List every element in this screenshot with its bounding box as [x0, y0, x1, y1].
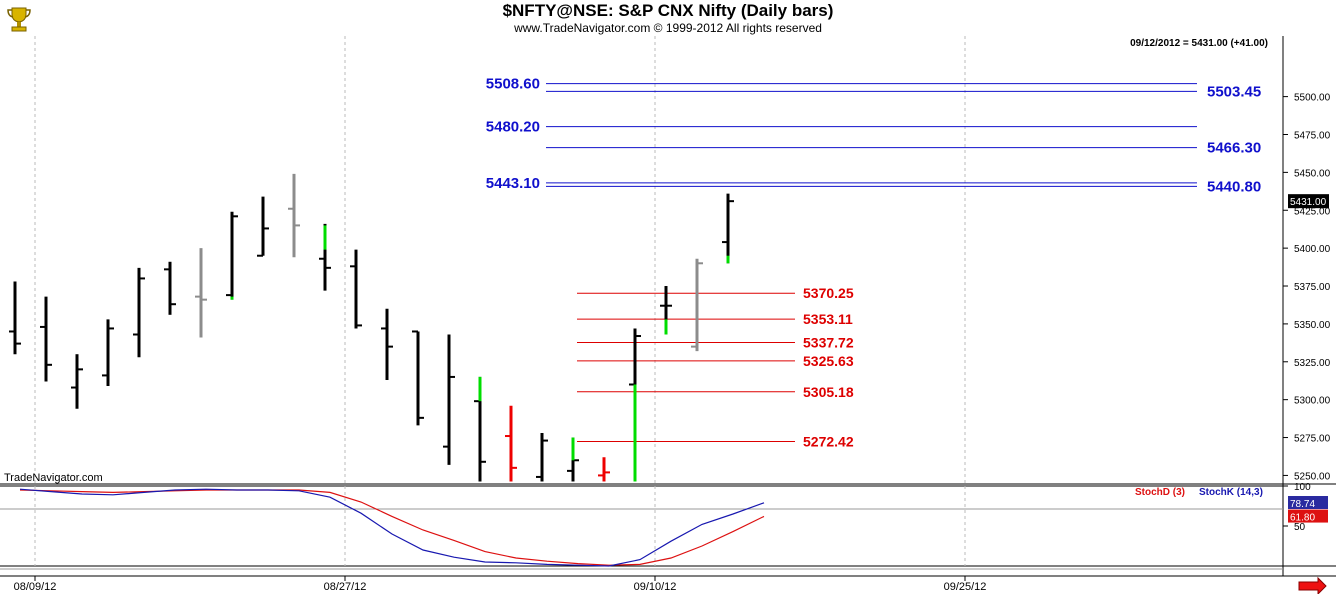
y-tick-label: 5450.00: [1294, 168, 1331, 179]
stoch-d-line: [19, 489, 765, 566]
stoch-k-last-label: 78.74: [1290, 499, 1315, 510]
y-tick-label: 5375.00: [1294, 282, 1331, 293]
trophy-icon: [4, 4, 34, 34]
x-tick-label: 09/10/12: [634, 581, 677, 593]
y-tick-label: 5275.00: [1294, 434, 1331, 445]
last-price-label: 5431.00: [1290, 197, 1327, 208]
fib-level-label: 5370.25: [803, 285, 854, 301]
right-arrow-icon[interactable]: [1298, 576, 1327, 594]
stoch-d-last-label: 61.80: [1290, 513, 1315, 524]
fib-level-label: 5305.18: [803, 384, 854, 400]
stoch-d-last-marker: [1288, 509, 1328, 523]
y-tick-label: 100: [1294, 482, 1311, 493]
y-tick-label: 5500.00: [1294, 93, 1331, 104]
y-tick-label: 5325.00: [1294, 358, 1331, 369]
x-tick-label: 09/25/12: [944, 581, 987, 593]
fib-level-label: 5353.11: [803, 311, 853, 327]
chart-header: $NFTY@NSE: S&P CNX Nifty (Daily bars) ww…: [0, 0, 1336, 36]
stoch-k-line: [19, 488, 765, 567]
stoch-k-last-marker: [1288, 496, 1328, 510]
fib-level-label: 5440.80: [1207, 178, 1261, 195]
y-tick-label: 5300.00: [1294, 396, 1331, 407]
chart-title: $NFTY@NSE: S&P CNX Nifty (Daily bars): [502, 1, 834, 20]
fib-level-label: 5272.42: [803, 433, 854, 449]
fib-level-label: 5508.60: [486, 76, 540, 93]
copyright-text: www.TradeNavigator.com © 1999-2012 All r…: [514, 21, 822, 35]
last-price-marker: [1288, 194, 1329, 209]
watermark-text: TradeNavigator.com: [4, 472, 103, 484]
y-tick-label: 5475.00: [1294, 130, 1331, 141]
fib-level-label: 5443.10: [486, 175, 540, 192]
fib-level-label: 5480.20: [486, 119, 540, 136]
y-tick-label: 50: [1294, 522, 1306, 533]
fib-level-label: 5325.63: [803, 353, 854, 369]
fib-level-label: 5337.72: [803, 335, 854, 351]
y-tick-label: 5250.00: [1294, 471, 1331, 482]
fib-level-label: 5466.30: [1207, 140, 1261, 157]
x-tick-label: 08/27/12: [324, 581, 367, 593]
legend-stoch-k: StochK (14,3): [1199, 487, 1263, 498]
legend-stoch-d: StochD (3): [1135, 487, 1185, 498]
y-tick-label: 5400.00: [1294, 244, 1331, 255]
y-tick-label: 5350.00: [1294, 320, 1331, 331]
fib-level-label: 5503.45: [1207, 83, 1261, 100]
x-tick-label: 08/09/12: [14, 581, 57, 593]
last-value-text: 09/12/2012 = 5431.00 (+41.00): [1130, 38, 1268, 49]
y-tick-label: 5425.00: [1294, 206, 1331, 217]
